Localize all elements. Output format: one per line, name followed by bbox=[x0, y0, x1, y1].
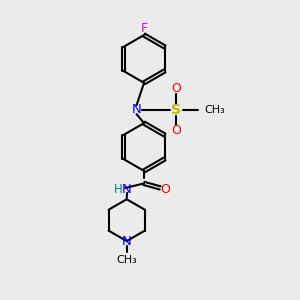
Text: O: O bbox=[160, 183, 170, 196]
Text: S: S bbox=[171, 103, 181, 117]
Text: N: N bbox=[132, 103, 141, 116]
Text: O: O bbox=[171, 82, 181, 95]
Text: N: N bbox=[122, 235, 132, 248]
Text: O: O bbox=[171, 124, 181, 137]
Text: CH₃: CH₃ bbox=[205, 105, 225, 115]
Text: CH₃: CH₃ bbox=[116, 255, 137, 266]
Text: N: N bbox=[122, 183, 132, 196]
Text: H: H bbox=[114, 183, 122, 196]
Text: F: F bbox=[140, 22, 148, 35]
